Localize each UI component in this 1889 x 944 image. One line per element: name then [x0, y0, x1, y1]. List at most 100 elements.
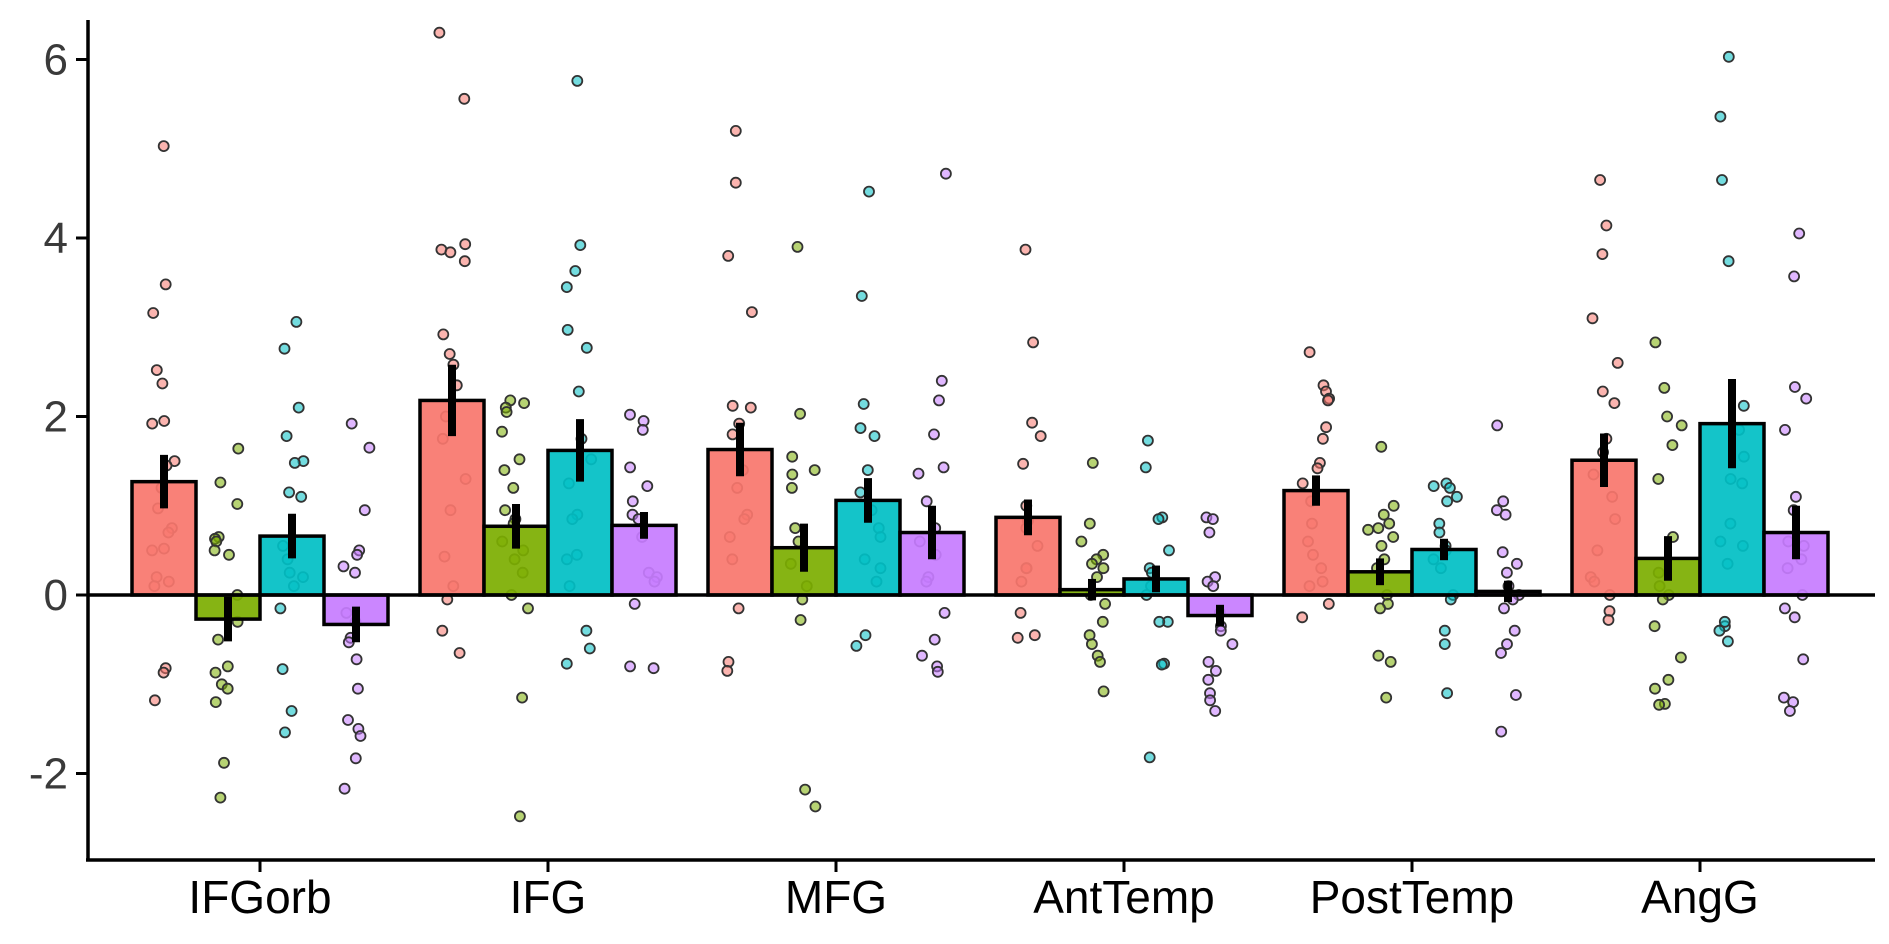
data-point [855, 290, 868, 302]
data-point [789, 522, 802, 534]
data-point [1779, 423, 1791, 436]
data-point [808, 464, 821, 477]
data-point [1718, 615, 1731, 628]
data-point [624, 408, 636, 421]
data-point [636, 423, 649, 436]
data-point [1788, 270, 1800, 283]
data-point [1019, 243, 1032, 256]
data-point [146, 417, 159, 430]
data-point [209, 666, 222, 679]
data-point [940, 167, 952, 180]
data-point [937, 461, 950, 474]
data-point [1722, 50, 1735, 63]
data-point [1793, 227, 1806, 240]
data-point [624, 461, 636, 474]
data-point [1713, 624, 1726, 637]
data-point [507, 481, 520, 494]
x-tick-label: PostTemp [1310, 871, 1515, 923]
data-point [496, 425, 508, 438]
data-point [1600, 219, 1613, 232]
data-point [1094, 656, 1106, 668]
data-point [580, 341, 593, 354]
data-point [514, 810, 526, 823]
data-point [863, 185, 875, 198]
data-point [1714, 110, 1727, 123]
data-point [274, 602, 287, 615]
data-point [1441, 495, 1453, 508]
data-point [147, 307, 160, 319]
data-point [209, 696, 222, 708]
data-point [1661, 410, 1673, 423]
data-point [218, 756, 230, 769]
data-point [1797, 653, 1810, 666]
data-point [158, 415, 171, 427]
data-point [1296, 477, 1309, 490]
data-point [292, 401, 305, 414]
data-point [1026, 416, 1038, 429]
data-point [916, 649, 928, 662]
y-tick-label: 2 [44, 393, 68, 442]
data-point [345, 417, 358, 430]
data-point [208, 544, 221, 557]
data-point [1086, 557, 1098, 570]
data-point [1662, 673, 1675, 686]
data-point [1491, 419, 1504, 432]
data-point [1322, 598, 1335, 610]
data-point [799, 783, 811, 796]
data-point [1788, 611, 1801, 624]
data-point [223, 548, 235, 561]
data-point [159, 278, 172, 291]
data-point [444, 246, 457, 259]
data-point [1214, 624, 1227, 637]
data-point [794, 614, 807, 626]
data-point [560, 281, 573, 294]
data-point [351, 682, 364, 695]
data-point [560, 657, 573, 670]
data-point [221, 682, 234, 695]
data-point [1675, 419, 1688, 432]
data-point [288, 456, 301, 469]
data-point [1649, 682, 1661, 695]
data-point [513, 453, 526, 466]
data-point [1779, 602, 1791, 615]
data-point [732, 602, 745, 615]
data-point [1384, 656, 1397, 668]
data-point [1778, 691, 1790, 704]
data-point [854, 422, 867, 435]
data-point [1372, 522, 1385, 534]
data-point [1501, 566, 1513, 579]
data-point [571, 75, 584, 87]
data-point [221, 660, 234, 673]
data-point [1139, 461, 1152, 474]
y-tick-label: -2 [29, 750, 68, 799]
data-point [744, 401, 757, 414]
y-tick-label: 0 [44, 571, 68, 620]
data-point [628, 598, 641, 610]
data-point [572, 385, 585, 398]
data-point [1387, 531, 1400, 543]
y-tick-label: 6 [44, 36, 68, 85]
data-point [458, 255, 471, 268]
data-point [641, 480, 654, 493]
data-point [1163, 544, 1175, 557]
data-point [518, 397, 530, 410]
data-point [1083, 517, 1096, 530]
data-point [1380, 691, 1393, 704]
data-point [561, 323, 574, 336]
data-point [1433, 526, 1446, 539]
data-point [1375, 440, 1388, 453]
data-point [354, 730, 367, 742]
data-point [1658, 381, 1671, 394]
data-point [1427, 480, 1440, 493]
error-bars-layer [160, 364, 1800, 643]
data-point [583, 642, 596, 655]
data-point [436, 624, 449, 637]
data-point [1387, 499, 1400, 512]
data-point [280, 430, 293, 443]
data-point [920, 495, 933, 508]
data-point [1075, 535, 1088, 548]
data-point [1011, 631, 1024, 644]
data-point [285, 705, 298, 717]
data-point [350, 653, 363, 666]
